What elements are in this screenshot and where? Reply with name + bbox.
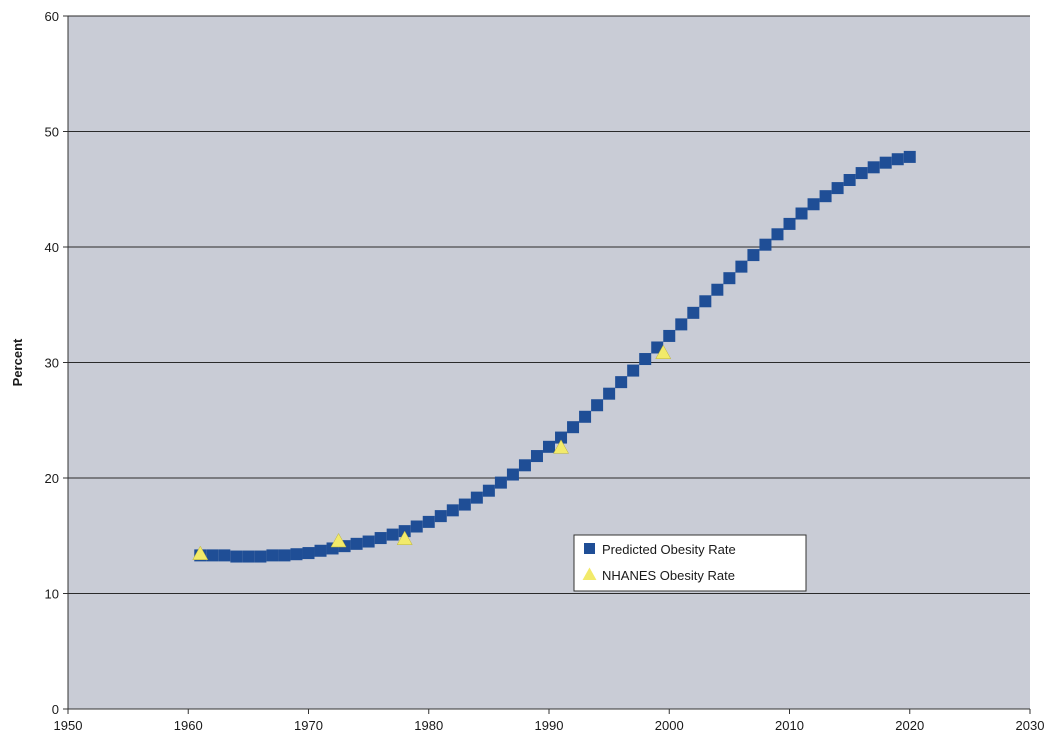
predicted-point [350, 537, 363, 550]
legend-label-predicted: Predicted Obesity Rate [602, 542, 736, 557]
legend: Predicted Obesity Rate NHANES Obesity Ra… [573, 534, 807, 592]
predicted-point [494, 476, 507, 489]
predicted-point [639, 353, 652, 366]
gridlines [68, 15, 1030, 594]
y-axis-ticks: 0 10 20 30 40 50 60 [45, 9, 68, 717]
legend-triangle-marker [582, 567, 597, 581]
predicted-point [218, 549, 231, 562]
predicted-point [687, 306, 700, 319]
predicted-point [362, 535, 375, 548]
x-tick-label: 1980 [414, 718, 443, 733]
predicted-point [242, 550, 255, 563]
predicted-point [759, 238, 772, 251]
x-tick-label: 1960 [174, 718, 203, 733]
predicted-point [482, 484, 495, 497]
predicted-point [603, 387, 616, 400]
predicted-point [627, 364, 640, 377]
nhanes-point [396, 530, 413, 545]
predicted-point [807, 198, 820, 211]
predicted-point [711, 283, 724, 296]
predicted-point [747, 249, 760, 262]
y-tick-label: 20 [45, 471, 59, 486]
predicted-point [422, 515, 435, 528]
predicted-point [446, 504, 459, 517]
legend-square-marker [584, 543, 595, 554]
predicted-point [506, 468, 519, 481]
predicted-point [470, 491, 483, 504]
nhanes-point [655, 344, 672, 359]
predicted-point [795, 207, 808, 220]
y-tick-label: 0 [52, 702, 59, 717]
predicted-point [290, 548, 303, 561]
predicted-point [434, 510, 447, 523]
predicted-point [302, 547, 315, 560]
predicted-point [819, 190, 832, 203]
predicted-point [543, 440, 555, 453]
predicted-point [879, 156, 892, 169]
predicted-point [314, 544, 327, 557]
predicted-point [206, 549, 219, 562]
predicted-point [530, 450, 543, 463]
y-tick-label: 40 [45, 240, 59, 255]
predicted-point [374, 532, 387, 545]
legend-box [573, 534, 807, 592]
predicted-obesity-rate-series [194, 150, 916, 563]
nhanes-point [553, 439, 569, 454]
y-tick-label: 50 [45, 125, 59, 140]
x-tick-label: 2000 [655, 718, 684, 733]
predicted-point [675, 318, 688, 331]
nhanes-point [330, 532, 347, 548]
x-tick-label: 2030 [1016, 718, 1045, 733]
y-axis-title: Percent [10, 338, 25, 386]
predicted-point [230, 550, 243, 563]
predicted-point [867, 161, 880, 174]
predicted-point [771, 228, 784, 241]
x-tick-label: 2010 [775, 718, 804, 733]
x-axis-ticks: 1950 1960 1970 1980 1990 2000 2010 2020 2030 [54, 709, 1045, 733]
y-tick-label: 60 [45, 9, 59, 24]
predicted-point [579, 410, 592, 423]
nhanes-obesity-rate-series [192, 344, 672, 560]
x-tick-label: 1990 [535, 718, 564, 733]
predicted-point [831, 182, 844, 195]
x-tick-label: 1950 [54, 718, 83, 733]
predicted-point [266, 549, 279, 562]
x-tick-label: 1970 [294, 718, 323, 733]
predicted-point [410, 520, 423, 533]
nhanes-point [192, 545, 209, 560]
predicted-point [458, 498, 471, 511]
predicted-point [254, 550, 267, 563]
y-tick-label: 30 [45, 356, 59, 371]
predicted-point [663, 329, 676, 342]
predicted-point [567, 421, 580, 434]
legend-label-nhanes: NHANES Obesity Rate [602, 568, 735, 583]
predicted-point [903, 150, 916, 163]
x-tick-label: 2020 [895, 718, 924, 733]
predicted-point [615, 376, 628, 389]
predicted-point [278, 549, 291, 562]
predicted-point [699, 295, 712, 308]
predicted-point [386, 528, 399, 541]
predicted-point [555, 431, 568, 444]
predicted-point [891, 153, 904, 166]
predicted-point [518, 459, 531, 472]
predicted-point [855, 167, 868, 180]
predicted-point [843, 174, 856, 187]
predicted-point [723, 272, 736, 285]
y-tick-label: 10 [45, 587, 59, 602]
predicted-point [735, 260, 748, 273]
predicted-point [783, 217, 796, 230]
predicted-point [591, 399, 604, 412]
